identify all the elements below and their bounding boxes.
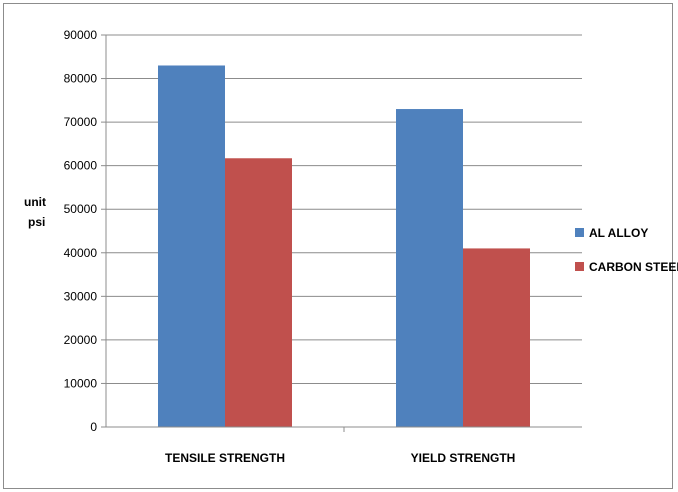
y-axis-label-line-1: unit [24,195,46,209]
y-tick-label: 60000 [64,159,98,173]
bar-al-alloy-tensile-strength [158,65,225,427]
y-tick-label: 30000 [64,289,98,303]
y-tick-label: 20000 [64,333,98,347]
y-axis-label-line-2: psi [28,215,45,229]
y-tick-label: 50000 [64,202,98,216]
x-axis-categories: TENSILE STRENGTH YIELD STRENGTH [165,451,515,465]
bar-carbon-steel-yield-strength [463,248,530,427]
legend-swatch [575,228,584,237]
x-category-label: TENSILE STRENGTH [165,451,285,465]
y-tick-label: 10000 [64,376,98,390]
chart-frame [3,3,673,489]
bar-carbon-steel-tensile-strength [225,158,292,428]
y-tick-label: 90000 [64,28,98,42]
y-tick-label: 40000 [64,246,98,260]
y-tick-label: 70000 [64,115,98,129]
legend-swatch [575,262,584,271]
y-tick-label: 80000 [64,72,98,86]
y-tick-label: 0 [90,420,97,434]
legend-label: CARBON STEEL [589,260,678,274]
y-axis-ticks: 0 10000 20000 30000 40000 50000 60000 70000 8000… [64,28,106,434]
bars [158,65,530,428]
legend: AL ALLOY CARBON STEEL [575,226,678,274]
x-category-label: YIELD STRENGTH [411,451,516,465]
axes [105,35,582,432]
legend-label: AL ALLOY [589,226,648,240]
bar-al-alloy-yield-strength [396,109,463,428]
